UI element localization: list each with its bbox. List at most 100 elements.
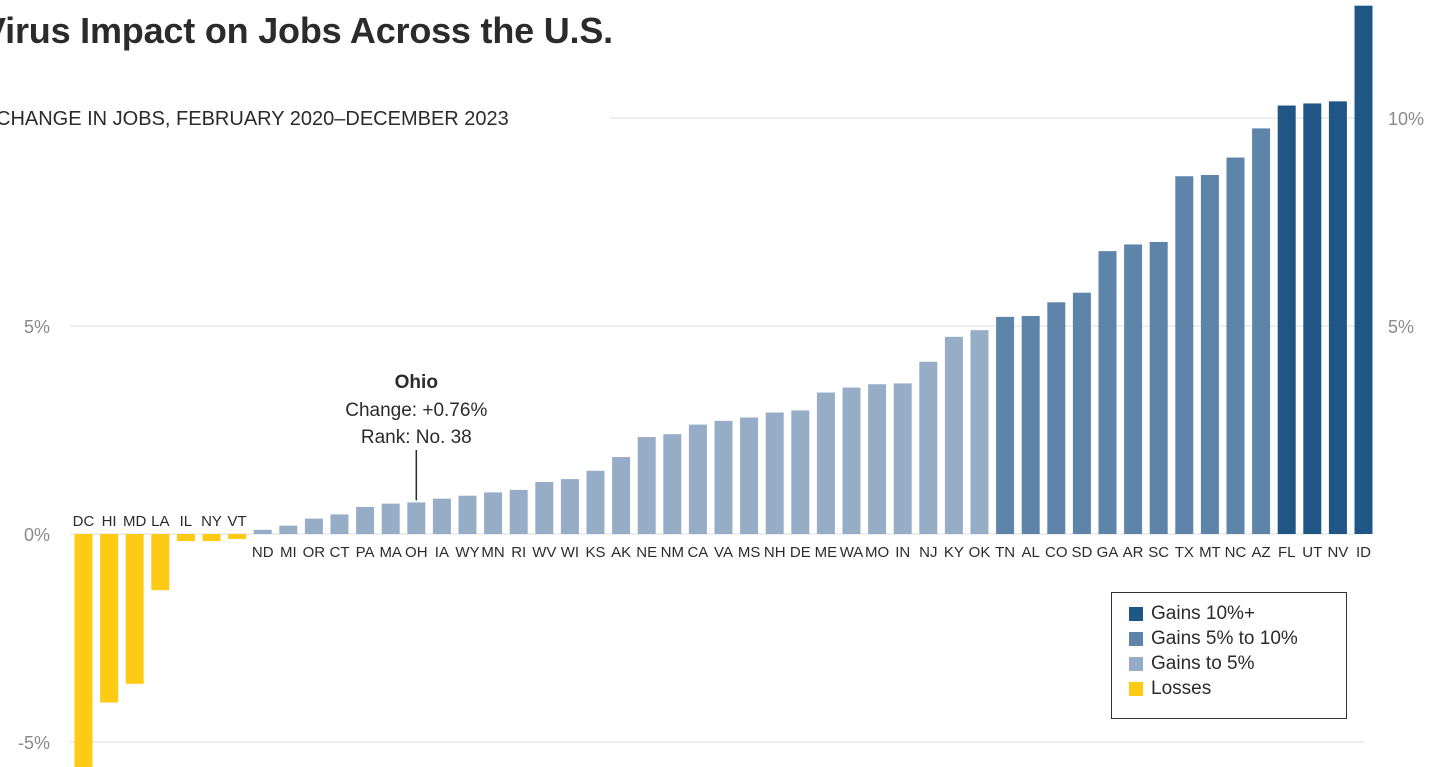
x-tick-label-wa: WA	[840, 544, 864, 561]
x-tick-label-fl: FL	[1278, 544, 1296, 561]
bar-wy	[459, 496, 477, 534]
x-tick-label-nc: NC	[1225, 544, 1247, 561]
x-tick-label-dc: DC	[73, 513, 95, 530]
x-tick-label-ny: NY	[201, 513, 222, 530]
legend-label: Gains to 5%	[1151, 653, 1255, 675]
bar-id	[1355, 6, 1373, 534]
bar-nc	[1227, 158, 1245, 534]
y-tick-label-right: 10%	[1388, 109, 1424, 129]
annotation-change: Change: +0.76%	[345, 400, 487, 421]
y-tick-label-left: 0%	[24, 525, 50, 545]
x-tick-label-wv: WV	[532, 544, 556, 561]
x-tick-label-ak: AK	[611, 544, 631, 561]
x-tick-label-oh: OH	[405, 544, 428, 561]
x-tick-label-az: AZ	[1252, 544, 1271, 561]
legend-swatch	[1129, 607, 1143, 621]
x-tick-label-id: ID	[1356, 544, 1371, 561]
bar-ct	[331, 514, 349, 534]
bar-ca	[689, 425, 707, 534]
bar-nj	[919, 362, 937, 534]
chart-title: Virus Impact on Jobs Across the U.S.	[0, 10, 613, 52]
bar-ri	[510, 490, 528, 534]
x-tick-label-hi: HI	[102, 513, 117, 530]
x-tick-label-de: DE	[790, 544, 811, 561]
bar-or	[305, 519, 323, 534]
bar-az	[1252, 128, 1270, 534]
bar-va	[715, 421, 733, 534]
bar-ky	[945, 337, 963, 534]
x-tick-label-wi: WI	[561, 544, 579, 561]
x-tick-label-ne: NE	[636, 544, 657, 561]
y-tick-label-left: -5%	[18, 733, 50, 753]
x-tick-label-sc: SC	[1148, 544, 1169, 561]
x-tick-label-ar: AR	[1123, 544, 1144, 561]
bar-ny	[203, 534, 221, 541]
bar-oh	[407, 502, 425, 534]
x-tick-label-tn: TN	[995, 544, 1015, 561]
x-tick-label-vt: VT	[228, 513, 247, 530]
bar-wa	[843, 388, 861, 534]
bar-co	[1047, 302, 1065, 534]
x-tick-label-mt: MT	[1199, 544, 1221, 561]
bar-fl	[1278, 106, 1296, 534]
x-tick-label-sd: SD	[1071, 544, 1092, 561]
bar-ma	[382, 504, 400, 534]
legend-label: Gains 10%+	[1151, 603, 1255, 625]
bar-sc	[1150, 242, 1168, 534]
x-tick-label-co: CO	[1045, 544, 1068, 561]
x-tick-label-nd: ND	[252, 544, 274, 561]
bar-dc	[75, 534, 93, 767]
legend-swatch	[1129, 657, 1143, 671]
bar-mi	[279, 526, 297, 534]
y-tick-label-left: 5%	[24, 317, 50, 337]
bar-il	[177, 534, 195, 541]
x-tick-label-ga: GA	[1097, 544, 1119, 561]
bar-al	[1022, 316, 1040, 534]
x-tick-label-me: ME	[815, 544, 838, 561]
bar-me	[817, 393, 835, 534]
x-tick-label-il: IL	[180, 513, 193, 530]
bar-ms	[740, 418, 758, 534]
bar-ar	[1124, 244, 1142, 534]
x-tick-label-nv: NV	[1327, 544, 1348, 561]
bar-ks	[587, 471, 605, 534]
legend-item-gains-5-to-10: Gains 5% to 10%	[1129, 626, 1346, 651]
bar-ok	[971, 330, 989, 534]
x-tick-label-ri: RI	[511, 544, 526, 561]
legend-swatch	[1129, 682, 1143, 696]
bar-la	[151, 534, 169, 590]
annotation-title: Ohio	[395, 372, 438, 393]
bar-nm	[663, 434, 681, 534]
x-tick-label-or: OR	[303, 544, 326, 561]
bar-ut	[1303, 103, 1321, 534]
x-tick-label-md: MD	[123, 513, 146, 530]
legend-label: Gains 5% to 10%	[1151, 628, 1298, 650]
bar-nd	[254, 530, 272, 534]
chart-subtitle: CHANGE IN JOBS, FEBRUARY 2020–DECEMBER 2…	[0, 108, 509, 131]
bar-vt	[228, 534, 246, 539]
bar-hi	[100, 534, 118, 702]
bar-de	[791, 410, 809, 534]
legend-item-gains-to-5: Gains to 5%	[1129, 651, 1346, 676]
x-tick-label-ia: IA	[435, 544, 449, 561]
x-tick-label-al: AL	[1022, 544, 1040, 561]
x-tick-label-va: VA	[714, 544, 733, 561]
x-tick-label-ok: OK	[969, 544, 991, 561]
x-tick-label-ms: MS	[738, 544, 761, 561]
legend-item-losses: Losses	[1129, 676, 1346, 701]
bar-ia	[433, 499, 451, 534]
x-tick-label-ct: CT	[330, 544, 350, 561]
x-tick-label-mn: MN	[481, 544, 504, 561]
bar-wv	[535, 482, 553, 534]
bar-mo	[868, 384, 886, 534]
x-tick-label-ky: KY	[944, 544, 964, 561]
x-tick-label-ut: UT	[1302, 544, 1322, 561]
bar-wi	[561, 479, 579, 534]
ohio-annotation: Ohio Change: +0.76% Rank: No. 38	[345, 372, 487, 500]
bar-sd	[1073, 293, 1091, 534]
bar-nv	[1329, 101, 1347, 534]
bar-tn	[996, 317, 1014, 534]
bar-ne	[638, 437, 656, 534]
x-tick-label-nh: NH	[764, 544, 786, 561]
bar-ak	[612, 457, 630, 534]
